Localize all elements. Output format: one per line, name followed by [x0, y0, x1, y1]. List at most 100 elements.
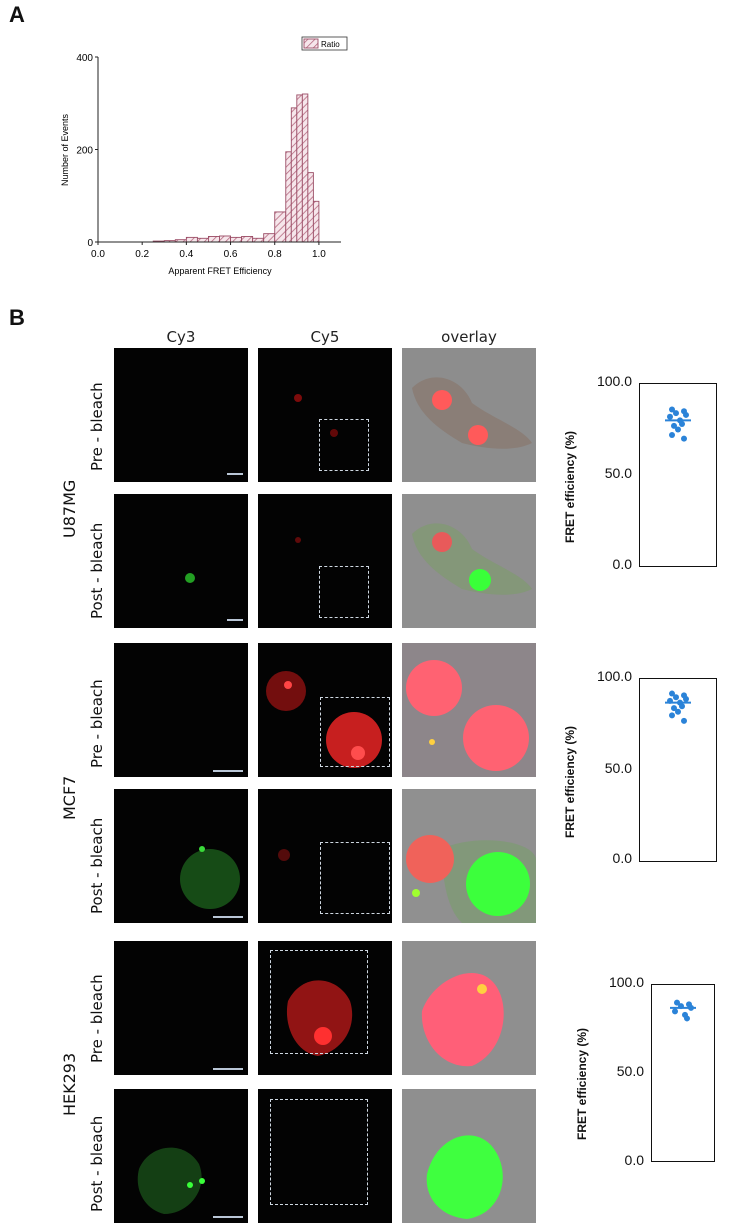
x-tick-label: 1.0 [312, 249, 326, 260]
legend-label: Ratio [321, 40, 340, 49]
histogram-bar [252, 237, 265, 243]
y-tick-label: 400 [76, 53, 93, 64]
fret-ylabel-hek293: FRET efficiency (%) [575, 1027, 589, 1140]
x-tick-label: 0.2 [135, 249, 149, 260]
histogram-bar [290, 107, 298, 243]
cell-line-label-hek293: HEK293 [60, 1052, 79, 1116]
fret-data-point [669, 406, 675, 413]
row-label-hek293-post: Post - bleach [88, 1115, 106, 1212]
histogram-bar [301, 93, 309, 243]
scale-bar [213, 1068, 243, 1070]
column-header-cy3: Cy3 [166, 328, 196, 346]
fret-tick-100-hek293: 100.0 [608, 974, 644, 990]
u87mg-pre-cy5-image [258, 348, 392, 482]
hek293-post-cy5-image [258, 1089, 392, 1223]
bleach-roi [319, 419, 369, 471]
x-tick-label: 0.0 [91, 249, 105, 260]
histogram-bars [152, 93, 320, 243]
histogram-bar [196, 237, 209, 243]
fret-data-point [673, 410, 679, 417]
fret-tick-0-u87mg: 0.0 [612, 556, 632, 572]
row-label-hek293-pre: Pre - bleach [88, 974, 106, 1063]
panel-letter-b: B [9, 305, 25, 330]
fret-data-point [674, 999, 680, 1006]
histogram-bar [241, 235, 254, 243]
scale-bar [227, 619, 243, 621]
fret-data-point [683, 696, 689, 703]
y-tick-label: 0 [87, 238, 93, 249]
scale-bar [213, 1216, 243, 1218]
row-label-mcf7-post: Post - bleach [88, 817, 106, 914]
bleach-roi [270, 950, 368, 1054]
fret-ylabel-mcf7: FRET efficiency (%) [563, 725, 577, 838]
fret-data-point [675, 708, 681, 715]
fret-data-point [672, 1008, 678, 1015]
fret-plot-hek293 [651, 984, 715, 1162]
fret-plot-u87mg [639, 383, 717, 567]
u87mg-post-cy3-image [114, 494, 248, 628]
fret-data-point [669, 690, 675, 697]
scale-bar [213, 916, 243, 918]
fret-plot-mcf7 [639, 678, 717, 862]
u87mg-pre-cy3-image [114, 348, 248, 482]
row-label-u87mg-post: Post - bleach [88, 522, 106, 619]
x-tick-label: 0.4 [179, 249, 193, 260]
histogram-bar [219, 235, 231, 243]
fret-data-point [679, 421, 685, 428]
u87mg-post-overlay-image [402, 494, 536, 628]
bleach-roi [320, 842, 390, 914]
legend-swatch [303, 38, 319, 49]
histogram-bar [285, 151, 292, 243]
fret-data-point [673, 694, 679, 701]
fret-data-point [671, 422, 677, 429]
fret-tick-0-mcf7: 0.0 [612, 850, 632, 866]
fret-data-point [683, 411, 689, 418]
column-header-cy5: Cy5 [310, 328, 340, 346]
row-label-u87mg-pre: Pre - bleach [88, 382, 106, 471]
histogram-bar [296, 94, 303, 243]
row-label-mcf7-pre: Pre - bleach [88, 679, 106, 768]
x-tick-label: 0.8 [268, 249, 282, 260]
fret-data-point [679, 703, 685, 710]
hek293-pre-cy3-image [114, 941, 248, 1075]
bleach-roi [270, 1099, 368, 1205]
histogram-bar [185, 236, 198, 243]
fret-data-point [669, 431, 675, 438]
histogram-axes: 0.0 0.2 0.4 0.6 0.8 1.0 0 200 400 [76, 53, 341, 260]
fret-tick-50-u87mg: 50.0 [604, 465, 632, 481]
histogram-bar [263, 233, 276, 243]
hek293-post-overlay-image [402, 1089, 536, 1223]
fret-tick-50-hek293: 50.0 [616, 1063, 644, 1079]
scale-bar [227, 473, 243, 475]
histogram-bar [312, 200, 320, 243]
bleach-roi [320, 697, 390, 767]
y-axis-label: Number of Events [60, 113, 70, 186]
fret-tick-100-u87mg: 100.0 [596, 373, 632, 389]
x-axis-label: Apparent FRET Efficiency [168, 266, 272, 276]
fret-data-point [669, 712, 675, 719]
fret-data-point [681, 435, 687, 442]
cell-line-label-u87mg: U87MG [60, 479, 79, 538]
fret-histogram: 0.0 0.2 0.4 0.6 0.8 1.0 0 200 400 Ratio Number o… [60, 36, 348, 276]
histogram-bar [208, 235, 220, 243]
column-header-overlay: overlay [441, 328, 497, 346]
fret-data-point [684, 1015, 690, 1022]
mcf7-pre-cy5-image [258, 643, 392, 777]
y-tick-label: 200 [76, 146, 93, 157]
x-tick-label: 0.6 [224, 249, 238, 260]
u87mg-pre-overlay-image [402, 348, 536, 482]
panel-letter-a: A [9, 2, 25, 27]
scale-bar [213, 770, 243, 772]
mcf7-pre-overlay-image [402, 643, 536, 777]
histogram-bar [230, 236, 243, 243]
mcf7-pre-cy3-image [114, 643, 248, 777]
fret-data-point [667, 413, 673, 420]
hek293-pre-cy5-image [258, 941, 392, 1075]
histogram-bar [274, 211, 287, 243]
fret-ylabel-u87mg: FRET efficiency (%) [563, 430, 577, 543]
mcf7-post-cy5-image [258, 789, 392, 923]
bleach-roi [319, 566, 369, 618]
mcf7-post-overlay-image [402, 789, 536, 923]
fret-data-point [671, 705, 677, 712]
u87mg-post-cy5-image [258, 494, 392, 628]
